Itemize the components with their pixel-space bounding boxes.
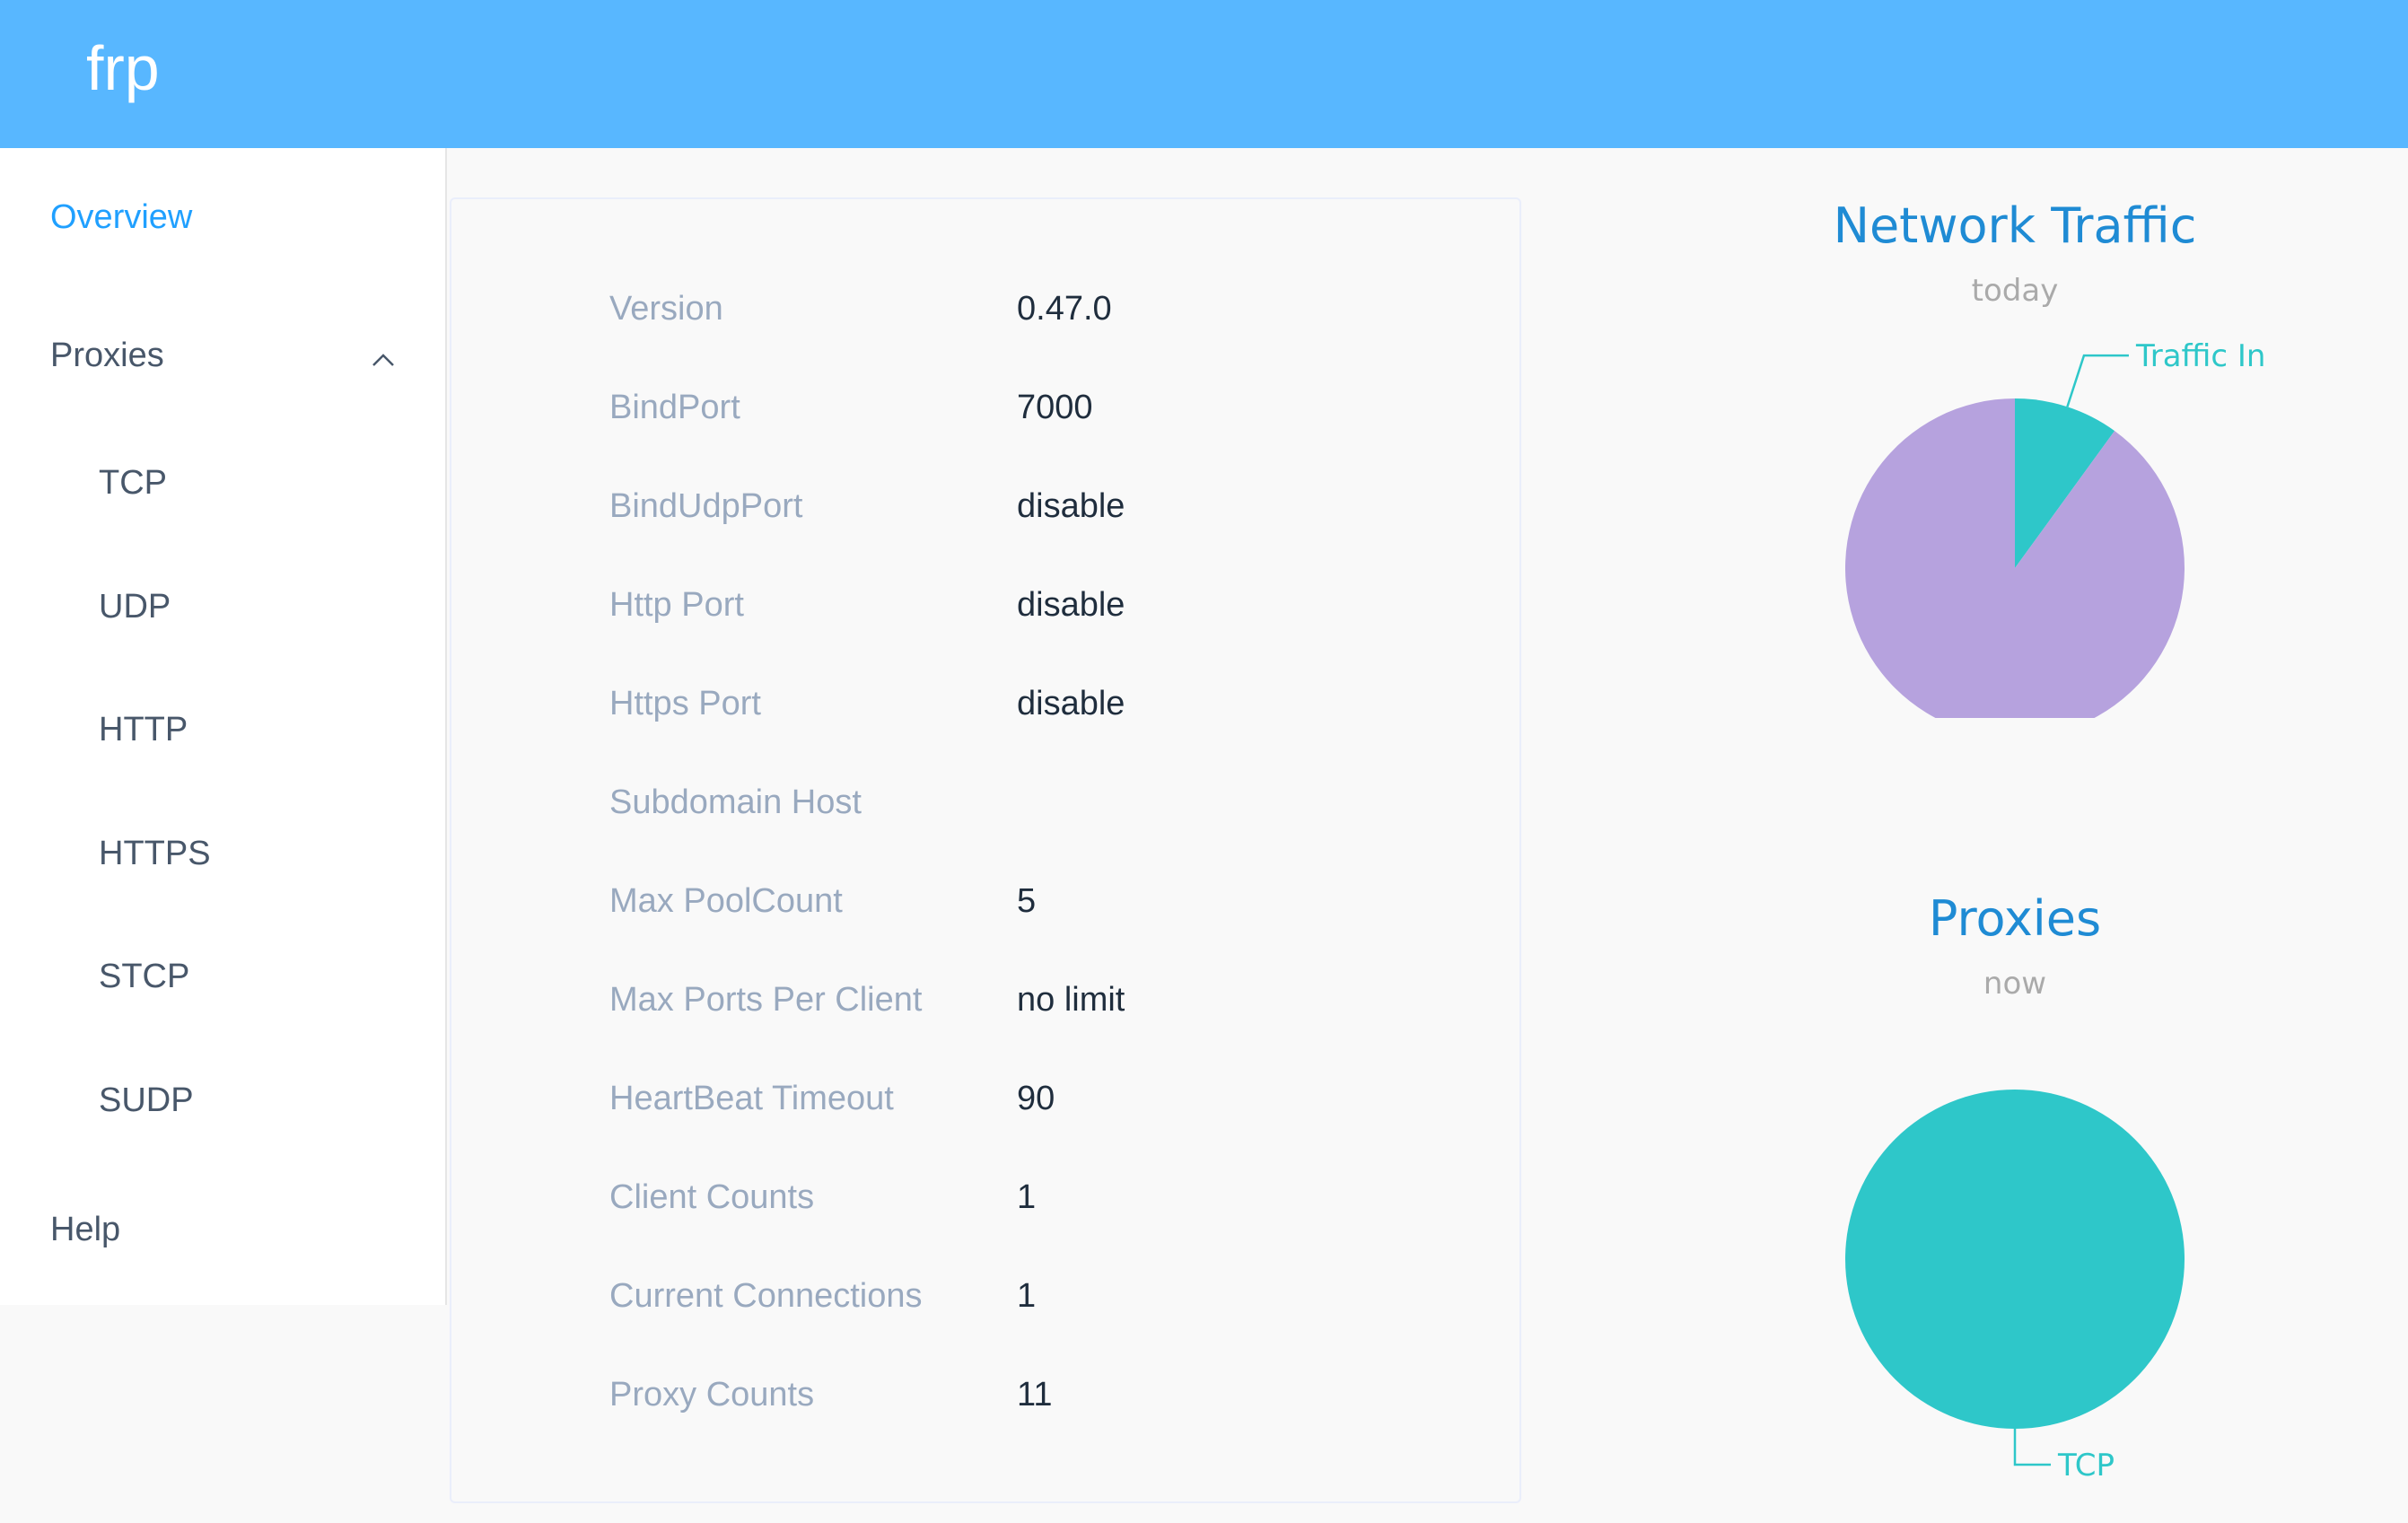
pie-slice-traffic-in[interactable]: [2015, 398, 2115, 568]
info-value: disable: [1017, 586, 1125, 624]
info-row-http-port: Http Port disable: [609, 578, 1507, 632]
brand-logo[interactable]: frp: [86, 33, 160, 103]
sidebar-item-overview[interactable]: Overview: [50, 198, 193, 236]
info-row-version: Version 0.47.0: [609, 282, 1507, 336]
pie-leader-line-traffic-in: [2066, 354, 2129, 407]
info-label: Max Ports Per Client: [609, 981, 923, 1019]
info-value: 11: [1017, 1376, 1053, 1414]
info-label: Max PoolCount: [609, 882, 843, 920]
pie-label-traffic-in: Traffic In: [2135, 338, 2266, 374]
info-row-bindudpport: BindUdpPort disable: [609, 479, 1507, 533]
info-value: disable: [1017, 487, 1125, 525]
app-header: frp: [0, 0, 2408, 148]
info-row-heartbeat-timeout: HeartBeat Timeout 90: [609, 1072, 1507, 1125]
pie-slice-tcp[interactable]: [1845, 1090, 2185, 1429]
info-row-max-ports-per-client: Max Ports Per Client no limit: [609, 973, 1507, 1027]
pie-slice-traffic-out[interactable]: [1845, 398, 2185, 718]
proxies-chart-subtitle: now: [1983, 966, 2047, 1002]
info-label: Https Port: [609, 685, 761, 722]
sidebar-item-https[interactable]: HTTPS: [99, 835, 211, 872]
info-row-https-port: Https Port disable: [609, 677, 1507, 731]
traffic-chart-title: Network Traffic: [1833, 197, 2197, 254]
info-value: 0.47.0: [1017, 290, 1112, 328]
info-label: Version: [609, 290, 723, 328]
sidebar-item-stcp[interactable]: STCP: [99, 958, 190, 995]
info-label: Current Connections: [609, 1277, 923, 1315]
sidebar-menu: Overview Proxies TCP UDP HTTP HTTPS STCP…: [0, 148, 447, 1305]
info-row-bindport: BindPort 7000: [609, 381, 1507, 434]
info-value: 1: [1017, 1277, 1037, 1315]
info-value: no limit: [1017, 981, 1125, 1019]
info-row-client-counts: Client Counts 1: [609, 1170, 1507, 1224]
info-label: BindUdpPort: [609, 487, 803, 525]
info-label: Http Port: [609, 586, 744, 624]
info-row-max-poolcount: Max PoolCount 5: [609, 874, 1507, 928]
info-row-current-connections: Current Connections 1: [609, 1269, 1507, 1323]
info-row-subdomain-host: Subdomain Host: [609, 775, 1507, 829]
info-label: Proxy Counts: [609, 1376, 815, 1414]
sidebar-item-udp[interactable]: UDP: [99, 588, 171, 626]
info-row-proxy-counts: Proxy Counts 11: [609, 1368, 1507, 1422]
traffic-chart-subtitle: today: [1971, 273, 2059, 309]
server-info-card: Version 0.47.0 BindPort 7000 BindUdpPort…: [450, 197, 1521, 1503]
info-value: 90: [1017, 1080, 1055, 1117]
info-value: disable: [1017, 685, 1125, 722]
traffic-pie-chart: Traffic InTraffic Out: [1845, 338, 2266, 718]
info-label: HeartBeat Timeout: [609, 1080, 894, 1117]
sidebar-item-help[interactable]: Help: [50, 1211, 121, 1248]
sidebar-item-tcp[interactable]: TCP: [99, 464, 167, 502]
proxies-chart-title: Proxies: [1928, 890, 2102, 947]
info-label: Client Counts: [609, 1178, 815, 1216]
chevron-up-icon[interactable]: [370, 347, 397, 374]
pie-label-tcp: TCP: [2057, 1448, 2115, 1484]
sidebar-item-sudp[interactable]: SUDP: [99, 1081, 194, 1119]
sidebar-item-http[interactable]: HTTP: [99, 711, 188, 748]
info-value: 1: [1017, 1178, 1037, 1216]
sidebar-item-proxies[interactable]: Proxies: [50, 337, 164, 374]
info-value: 5: [1017, 882, 1037, 920]
info-label: Subdomain Host: [609, 783, 862, 821]
info-label: BindPort: [609, 389, 740, 426]
info-value: 7000: [1017, 389, 1093, 426]
proxies-pie-chart: TCP: [1845, 1090, 2185, 1484]
pie-leader-line-tcp: [2013, 1429, 2051, 1466]
